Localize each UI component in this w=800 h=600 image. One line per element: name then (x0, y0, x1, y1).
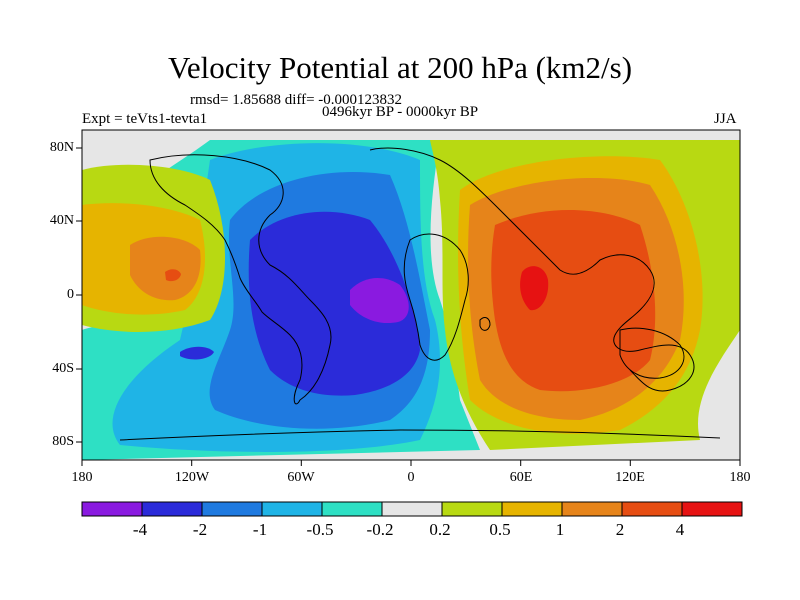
colorbar-swatch (381, 501, 443, 517)
experiment-label: Expt = teVts1-tevta1 (82, 111, 208, 127)
colorbar-swatch (81, 501, 143, 517)
colorbar-label: 0.5 (489, 520, 511, 539)
season-label: JJA (714, 111, 737, 127)
colorbar-label: -1 (252, 520, 268, 539)
x-tick-label: 0 (407, 470, 415, 485)
colorbar-label: -4 (132, 520, 148, 539)
colorbar-swatch (141, 501, 203, 517)
y-tick-label: 40S (52, 361, 74, 376)
x-tick-label: 60W (287, 470, 315, 485)
colorbar-label: -2 (192, 520, 208, 539)
contour-neg-max (350, 278, 409, 324)
colorbar-swatch (201, 501, 263, 517)
y-tick-label: 40N (49, 213, 74, 228)
contour-neg-small (180, 346, 214, 360)
colorbar-label: 1 (555, 520, 565, 539)
contour-pos-max (520, 266, 549, 311)
colorbar-swatch (561, 501, 623, 517)
x-tick-label: 120W (174, 470, 210, 485)
colorbar-swatch (681, 501, 743, 517)
stats-label: rmsd= 1.85688 diff= -0.000123832 (190, 92, 403, 108)
x-tick-label: 60E (509, 470, 533, 485)
tick-marks (76, 147, 741, 466)
colorbar-swatch (501, 501, 563, 517)
colorbar-swatch (321, 501, 383, 517)
x-tick-label: 180 (729, 470, 751, 485)
colorbar-label: 4 (675, 520, 685, 539)
colorbar-swatch (621, 501, 683, 517)
colorbar-label: 0.2 (429, 520, 451, 539)
contour-pac-1 (130, 236, 201, 301)
x-tick-label: 120E (615, 470, 645, 485)
colorbar-label: -0.2 (366, 520, 394, 539)
contour-fill (82, 130, 740, 460)
y-tick-label: 80S (52, 434, 74, 449)
colorbar-swatch (441, 501, 503, 517)
map-title: Velocity Potential at 200 hPa (km2/s) (167, 50, 633, 85)
colorbar-label: 2 (615, 520, 625, 539)
contour-neg-4 (248, 211, 420, 396)
y-tick-label: 80N (49, 140, 74, 155)
coastlines (119, 147, 721, 441)
y-tick-label: 0 (67, 287, 74, 302)
colorbar-swatch (261, 501, 323, 517)
x-tick-label: 180 (71, 470, 93, 485)
colorbar-label: -0.5 (306, 520, 334, 539)
contour-pac-2 (165, 269, 181, 282)
period-label: 0496kyr BP - 0000kyr BP (322, 104, 479, 120)
